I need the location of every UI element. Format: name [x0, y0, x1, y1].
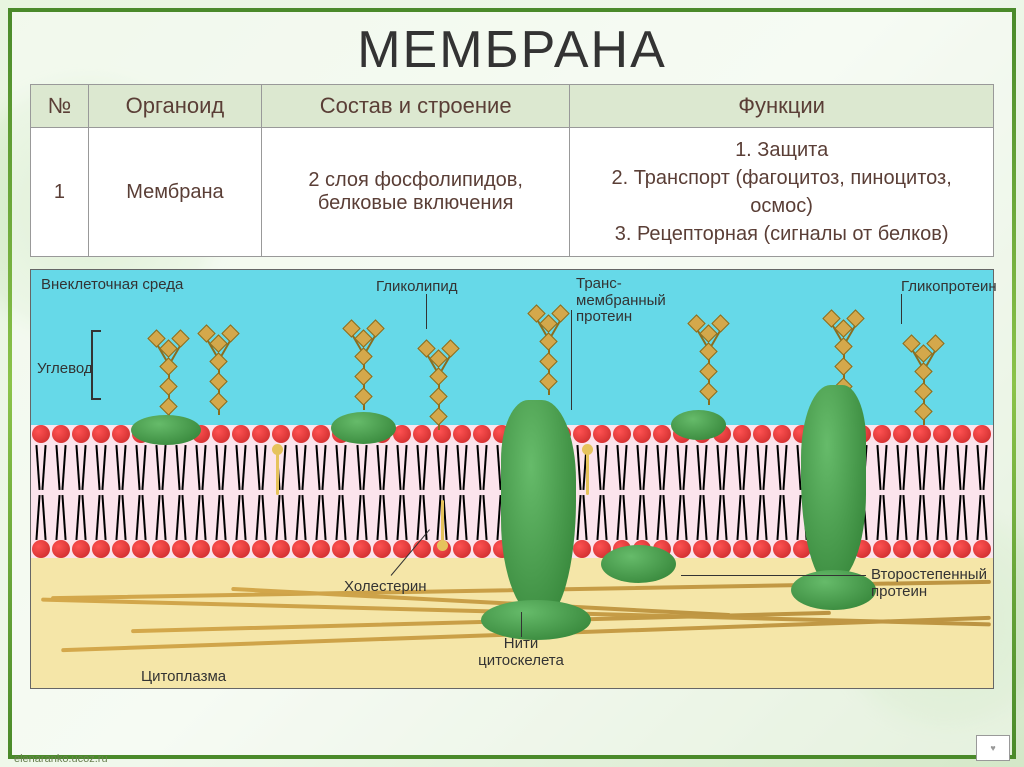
cholesterol-icon	[441, 500, 444, 545]
func-1: 1. Защита	[580, 136, 983, 164]
cholesterol-icon	[276, 450, 279, 495]
label-extracellular: Внеклеточная среда	[41, 276, 183, 293]
glycan-icon	[821, 310, 866, 390]
func-3: 3. Рецепторная (сигналы от белков)	[580, 220, 983, 248]
leader-line	[571, 310, 572, 410]
cell-organelle: Мембрана	[88, 128, 261, 257]
surface-protein-icon	[131, 415, 201, 445]
glycan-icon	[146, 330, 191, 410]
th-organelle: Органоид	[88, 85, 261, 128]
th-functions: Функции	[570, 85, 994, 128]
th-structure: Состав и строение	[262, 85, 570, 128]
label-glycolipid: Гликолипид	[376, 278, 458, 295]
info-table-wrap: № Органоид Состав и строение Функции 1 М…	[30, 84, 994, 257]
glycan-icon	[526, 305, 571, 385]
footer-logo-icon: ♥	[976, 735, 1010, 761]
surface-protein-icon	[331, 412, 396, 444]
cell-num: 1	[31, 128, 89, 257]
protein-foot-icon	[481, 600, 591, 640]
transmembrane-protein-icon	[801, 385, 866, 585]
info-table: № Органоид Состав и строение Функции 1 М…	[30, 84, 994, 257]
peripheral-protein-icon	[601, 545, 676, 583]
glycan-icon	[196, 325, 241, 405]
transmembrane-protein-icon	[501, 400, 576, 620]
label-carbohydrate: Углевод	[37, 360, 93, 377]
glycan-icon	[901, 335, 946, 415]
label-cytoskeleton: Нити цитоскелета	[461, 635, 581, 669]
glycan-icon	[686, 315, 731, 395]
membrane-diagram: Внеклеточная среда Углевод Гликолипид Тр…	[30, 269, 994, 689]
slide-title: МЕМБРАНА	[12, 12, 1012, 84]
cell-functions: 1. Защита 2. Транспорт (фагоцитоз, пиноц…	[570, 128, 994, 257]
protein-foot-icon	[791, 570, 876, 610]
slide-frame: МЕМБРАНА № Органоид Состав и строение Фу…	[8, 8, 1016, 759]
label-secondary-protein: Второстепенный протеин	[871, 567, 1001, 600]
cell-structure: 2 слоя фосфолипидов, белковые включения	[262, 128, 570, 257]
leader-line	[901, 294, 902, 324]
label-transmembrane: Транс-мембранный протеин	[576, 276, 686, 326]
table-row: 1 Мембрана 2 слоя фосфолипидов, белковые…	[31, 128, 994, 257]
footer-credit: elenaranko.ucoz.ru	[14, 753, 108, 765]
label-glycoprotein: Гликопротеин	[901, 278, 997, 295]
label-cytoplasm: Цитоплазма	[141, 668, 226, 685]
leader-line	[521, 612, 522, 637]
label-cholesterol: Холестерин	[344, 578, 427, 595]
cholesterol-icon	[586, 450, 589, 495]
th-num: №	[31, 85, 89, 128]
func-2: 2. Транспорт (фагоцитоз, пиноцитоз, осмо…	[580, 164, 983, 220]
glycan-icon	[341, 320, 386, 400]
surface-protein-icon	[671, 410, 726, 440]
leader-line	[681, 575, 866, 576]
glycan-icon	[416, 340, 461, 420]
leader-line	[426, 294, 427, 329]
